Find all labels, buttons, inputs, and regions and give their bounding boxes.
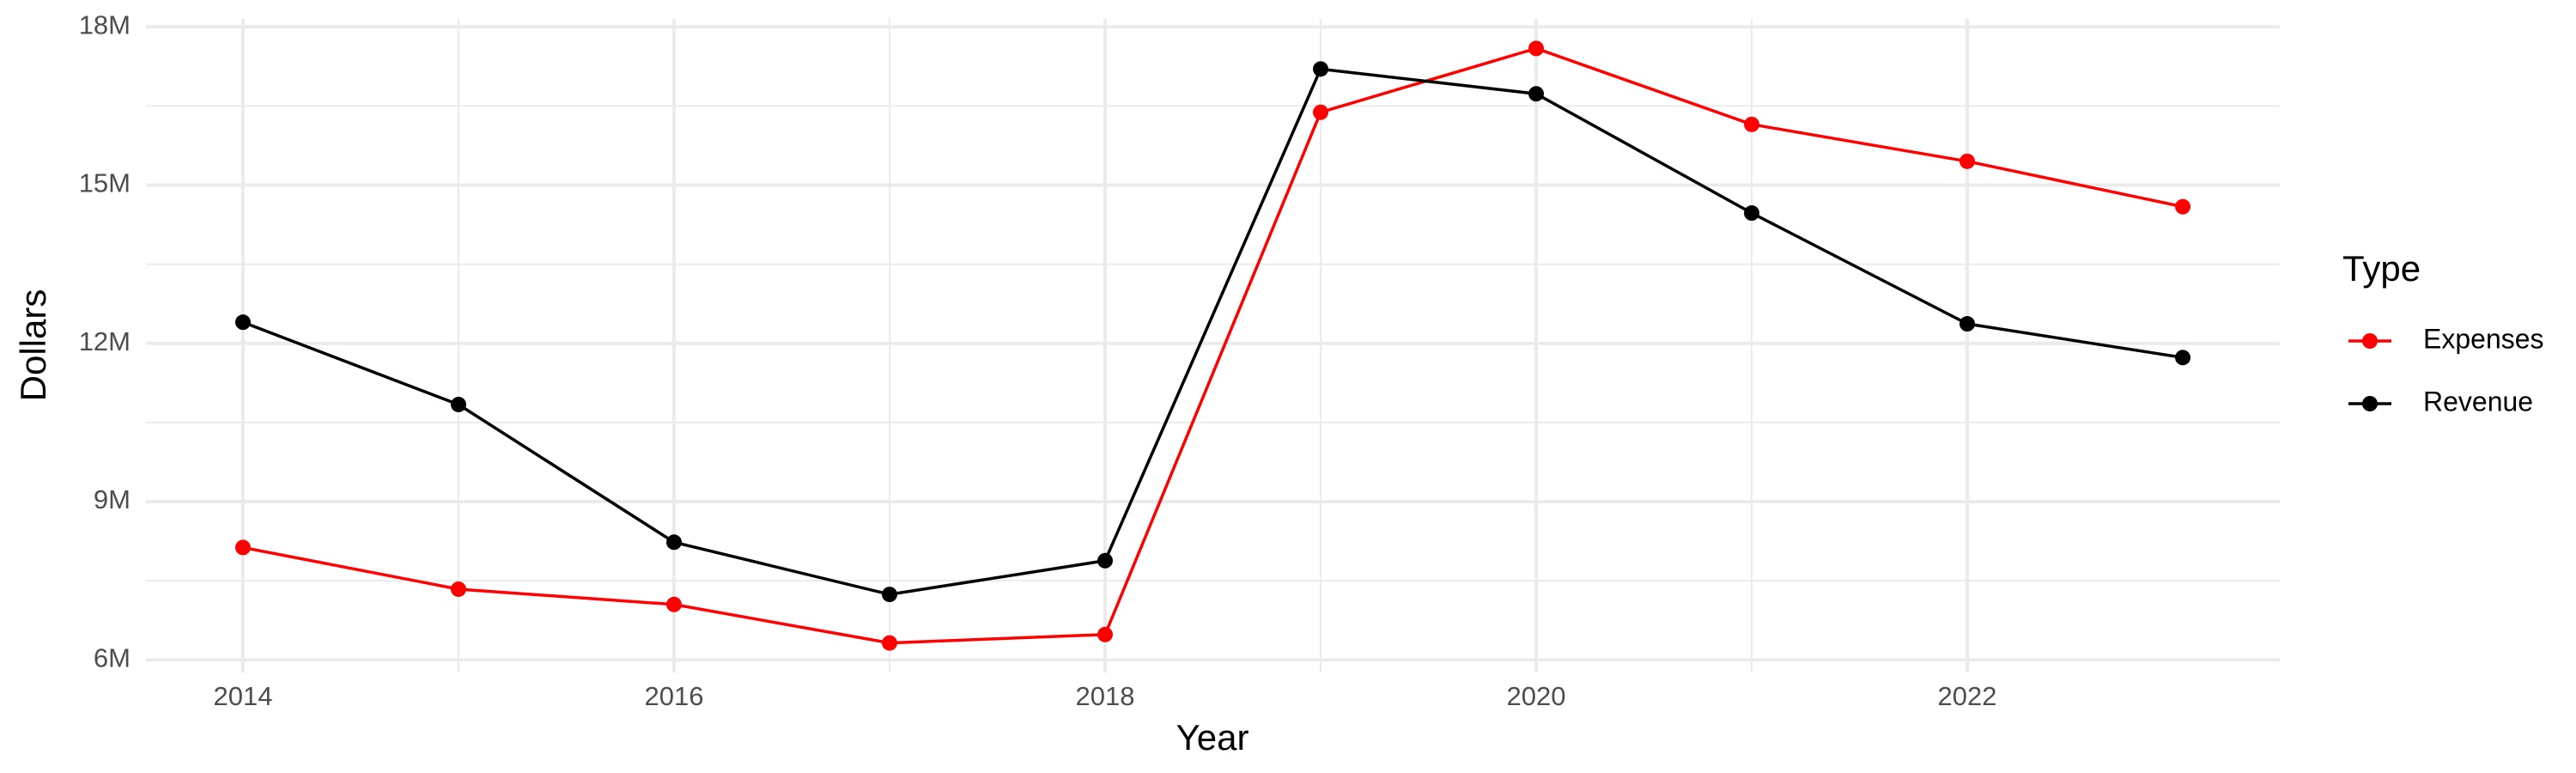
data-point	[1097, 552, 1113, 569]
x-tick-label: 2020	[1507, 681, 1566, 711]
data-point	[234, 314, 251, 331]
data-point	[1528, 40, 1545, 57]
x-tick-label: 2018	[1076, 681, 1135, 711]
data-point	[234, 539, 251, 556]
data-point	[1313, 61, 1329, 77]
legend-label: Expenses	[2423, 323, 2544, 354]
data-point	[881, 587, 897, 603]
x-tick-label: 2022	[1938, 681, 1997, 711]
data-point	[1528, 86, 1545, 102]
x-tick-label: 2014	[213, 681, 272, 711]
data-point	[2175, 350, 2191, 366]
y-tick-label: 12M	[79, 326, 131, 356]
series-line	[242, 46, 2184, 645]
data-point	[1959, 153, 1976, 169]
legend-marker	[2362, 333, 2378, 349]
y-tick-label: 9M	[94, 484, 131, 514]
data-point	[1744, 116, 1760, 132]
legend-marker	[2362, 396, 2378, 411]
series-line	[242, 67, 2184, 596]
y-tick-label: 15M	[79, 168, 131, 198]
data-point	[665, 596, 682, 612]
data-point	[450, 581, 466, 597]
data-point	[1097, 626, 1113, 642]
y-tick-label: 18M	[79, 9, 131, 40]
legend-title: Type	[2342, 248, 2421, 289]
data-point	[1313, 104, 1329, 120]
y-axis-title: Dollars	[13, 289, 53, 402]
y-tick-label: 6M	[94, 642, 131, 673]
legend-label: Revenue	[2423, 386, 2533, 417]
data-point	[1959, 316, 1976, 332]
data-point	[665, 534, 682, 551]
x-tick-label: 2016	[644, 681, 703, 711]
data-point	[1744, 205, 1760, 222]
x-axis-title: Year	[1176, 717, 1249, 758]
data-point	[450, 396, 466, 412]
data-point	[881, 635, 897, 651]
data-point	[2175, 198, 2191, 215]
